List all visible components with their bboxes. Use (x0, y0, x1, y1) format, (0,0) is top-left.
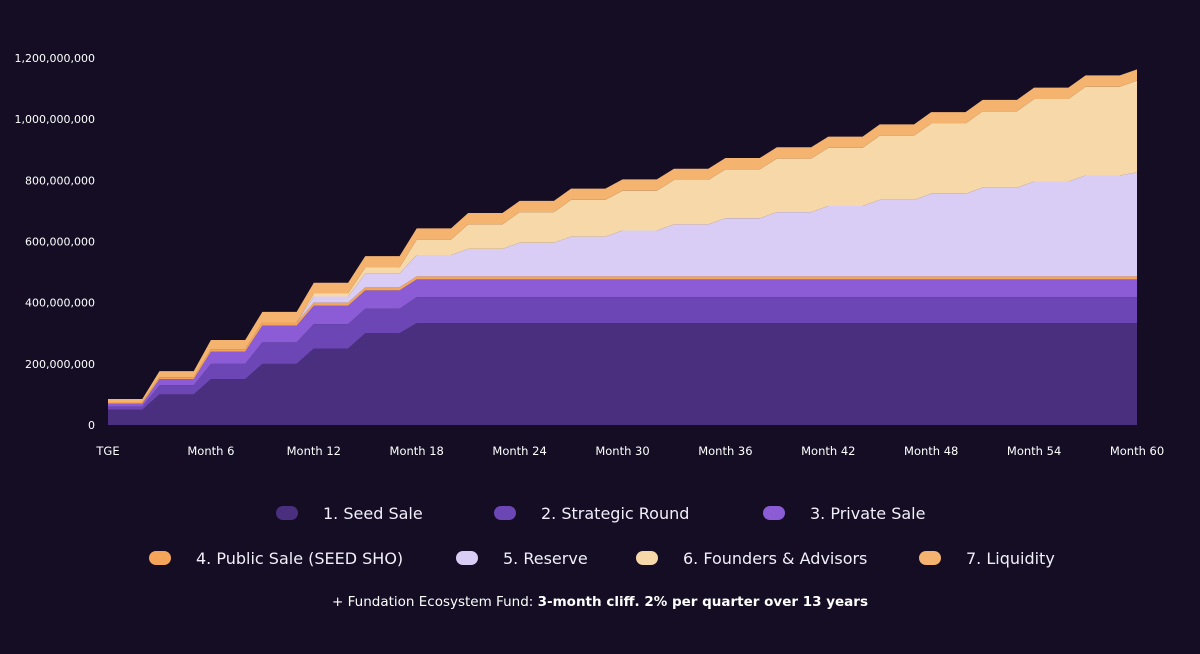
x-tick-label: Month 54 (1007, 444, 1061, 458)
area-founders-advisors (108, 80, 1137, 403)
area-strategic-round (108, 297, 1137, 410)
footnote-bold: 3-month cliff. 2% per quarter over 13 ye… (537, 594, 868, 610)
x-tick-label: Month 30 (595, 444, 649, 458)
x-tick-label: Month 6 (187, 444, 234, 458)
legend-swatch-liquidity (919, 551, 941, 565)
y-axis: 0 200,000,000 400,000,000 600,000,000 800,00… (15, 52, 95, 432)
y-tick-label: 600,000,000 (25, 236, 95, 249)
vesting-area-chart: 0 200,000,000 400,000,000 600,000,000 800,00… (15, 52, 1165, 458)
legend-item-founders-advisors[interactable]: 6. Founders & Advisors (636, 543, 867, 573)
y-tick-label: 1,000,000,000 (15, 113, 95, 126)
y-tick-label: 0 (88, 419, 95, 432)
legend-label-private-sale: 3. Private Sale (810, 503, 926, 523)
legend-item-public-sale[interactable]: 4. Public Sale (SEED SHO) (149, 543, 403, 573)
legend-item-reserve[interactable]: 5. Reserve (456, 543, 588, 573)
legend-swatch-strategic-round (494, 506, 516, 520)
legend-row-2: 4. Public Sale (SEED SHO) 5. Reserve 6. … (0, 543, 1200, 573)
legend-label-founders-advisors: 6. Founders & Advisors (683, 548, 868, 568)
legend-label-seed-sale: 1. Seed Sale (323, 503, 423, 523)
legend-label-reserve: 5. Reserve (503, 548, 588, 568)
legend-swatch-reserve (456, 551, 478, 565)
x-tick-label: Month 60 (1110, 444, 1164, 458)
legend-swatch-public-sale (149, 551, 171, 565)
legend-swatch-private-sale (763, 506, 785, 520)
y-tick-label: 1,200,000,000 (15, 52, 95, 65)
footnote-prefix: + Fundation Ecosystem Fund: (332, 594, 538, 610)
x-tick-label: Month 12 (287, 444, 341, 458)
x-tick-label: Month 24 (492, 444, 546, 458)
legend-item-seed-sale[interactable]: 1. Seed Sale (276, 498, 423, 528)
x-tick-label: Month 18 (390, 444, 444, 458)
x-tick-label: Month 42 (801, 444, 855, 458)
area-seed-sale (108, 323, 1137, 425)
ecosystem-fund-footnote: + Fundation Ecosystem Fund: 3-month clif… (0, 594, 1200, 610)
y-tick-label: 800,000,000 (25, 174, 95, 187)
y-tick-label: 400,000,000 (25, 297, 95, 310)
legend-label-liquidity: 7. Liquidity (966, 548, 1055, 568)
x-tick-label: Month 36 (698, 444, 752, 458)
x-axis: TGE Month 6 Month 12 Month 18 Month 24 Month … (95, 444, 1164, 458)
legend-item-liquidity[interactable]: 7. Liquidity (919, 543, 1055, 573)
legend-label-strategic-round: 2. Strategic Round (541, 503, 690, 523)
legend-item-strategic-round[interactable]: 2. Strategic Round (494, 498, 689, 528)
legend-row-1: 1. Seed Sale 2. Strategic Round 3. Priva… (0, 498, 1200, 528)
area-private-sale (108, 279, 1137, 407)
x-tick-label: TGE (95, 444, 119, 458)
area-reserve (108, 172, 1137, 403)
legend-swatch-seed-sale (276, 506, 298, 520)
legend-item-private-sale[interactable]: 3. Private Sale (763, 498, 925, 528)
legend-swatch-founders-advisors (636, 551, 658, 565)
y-tick-label: 200,000,000 (25, 358, 95, 371)
areas-layer (108, 69, 1137, 425)
legend-label-public-sale: 4. Public Sale (SEED SHO) (196, 548, 404, 568)
x-tick-label: Month 48 (904, 444, 958, 458)
